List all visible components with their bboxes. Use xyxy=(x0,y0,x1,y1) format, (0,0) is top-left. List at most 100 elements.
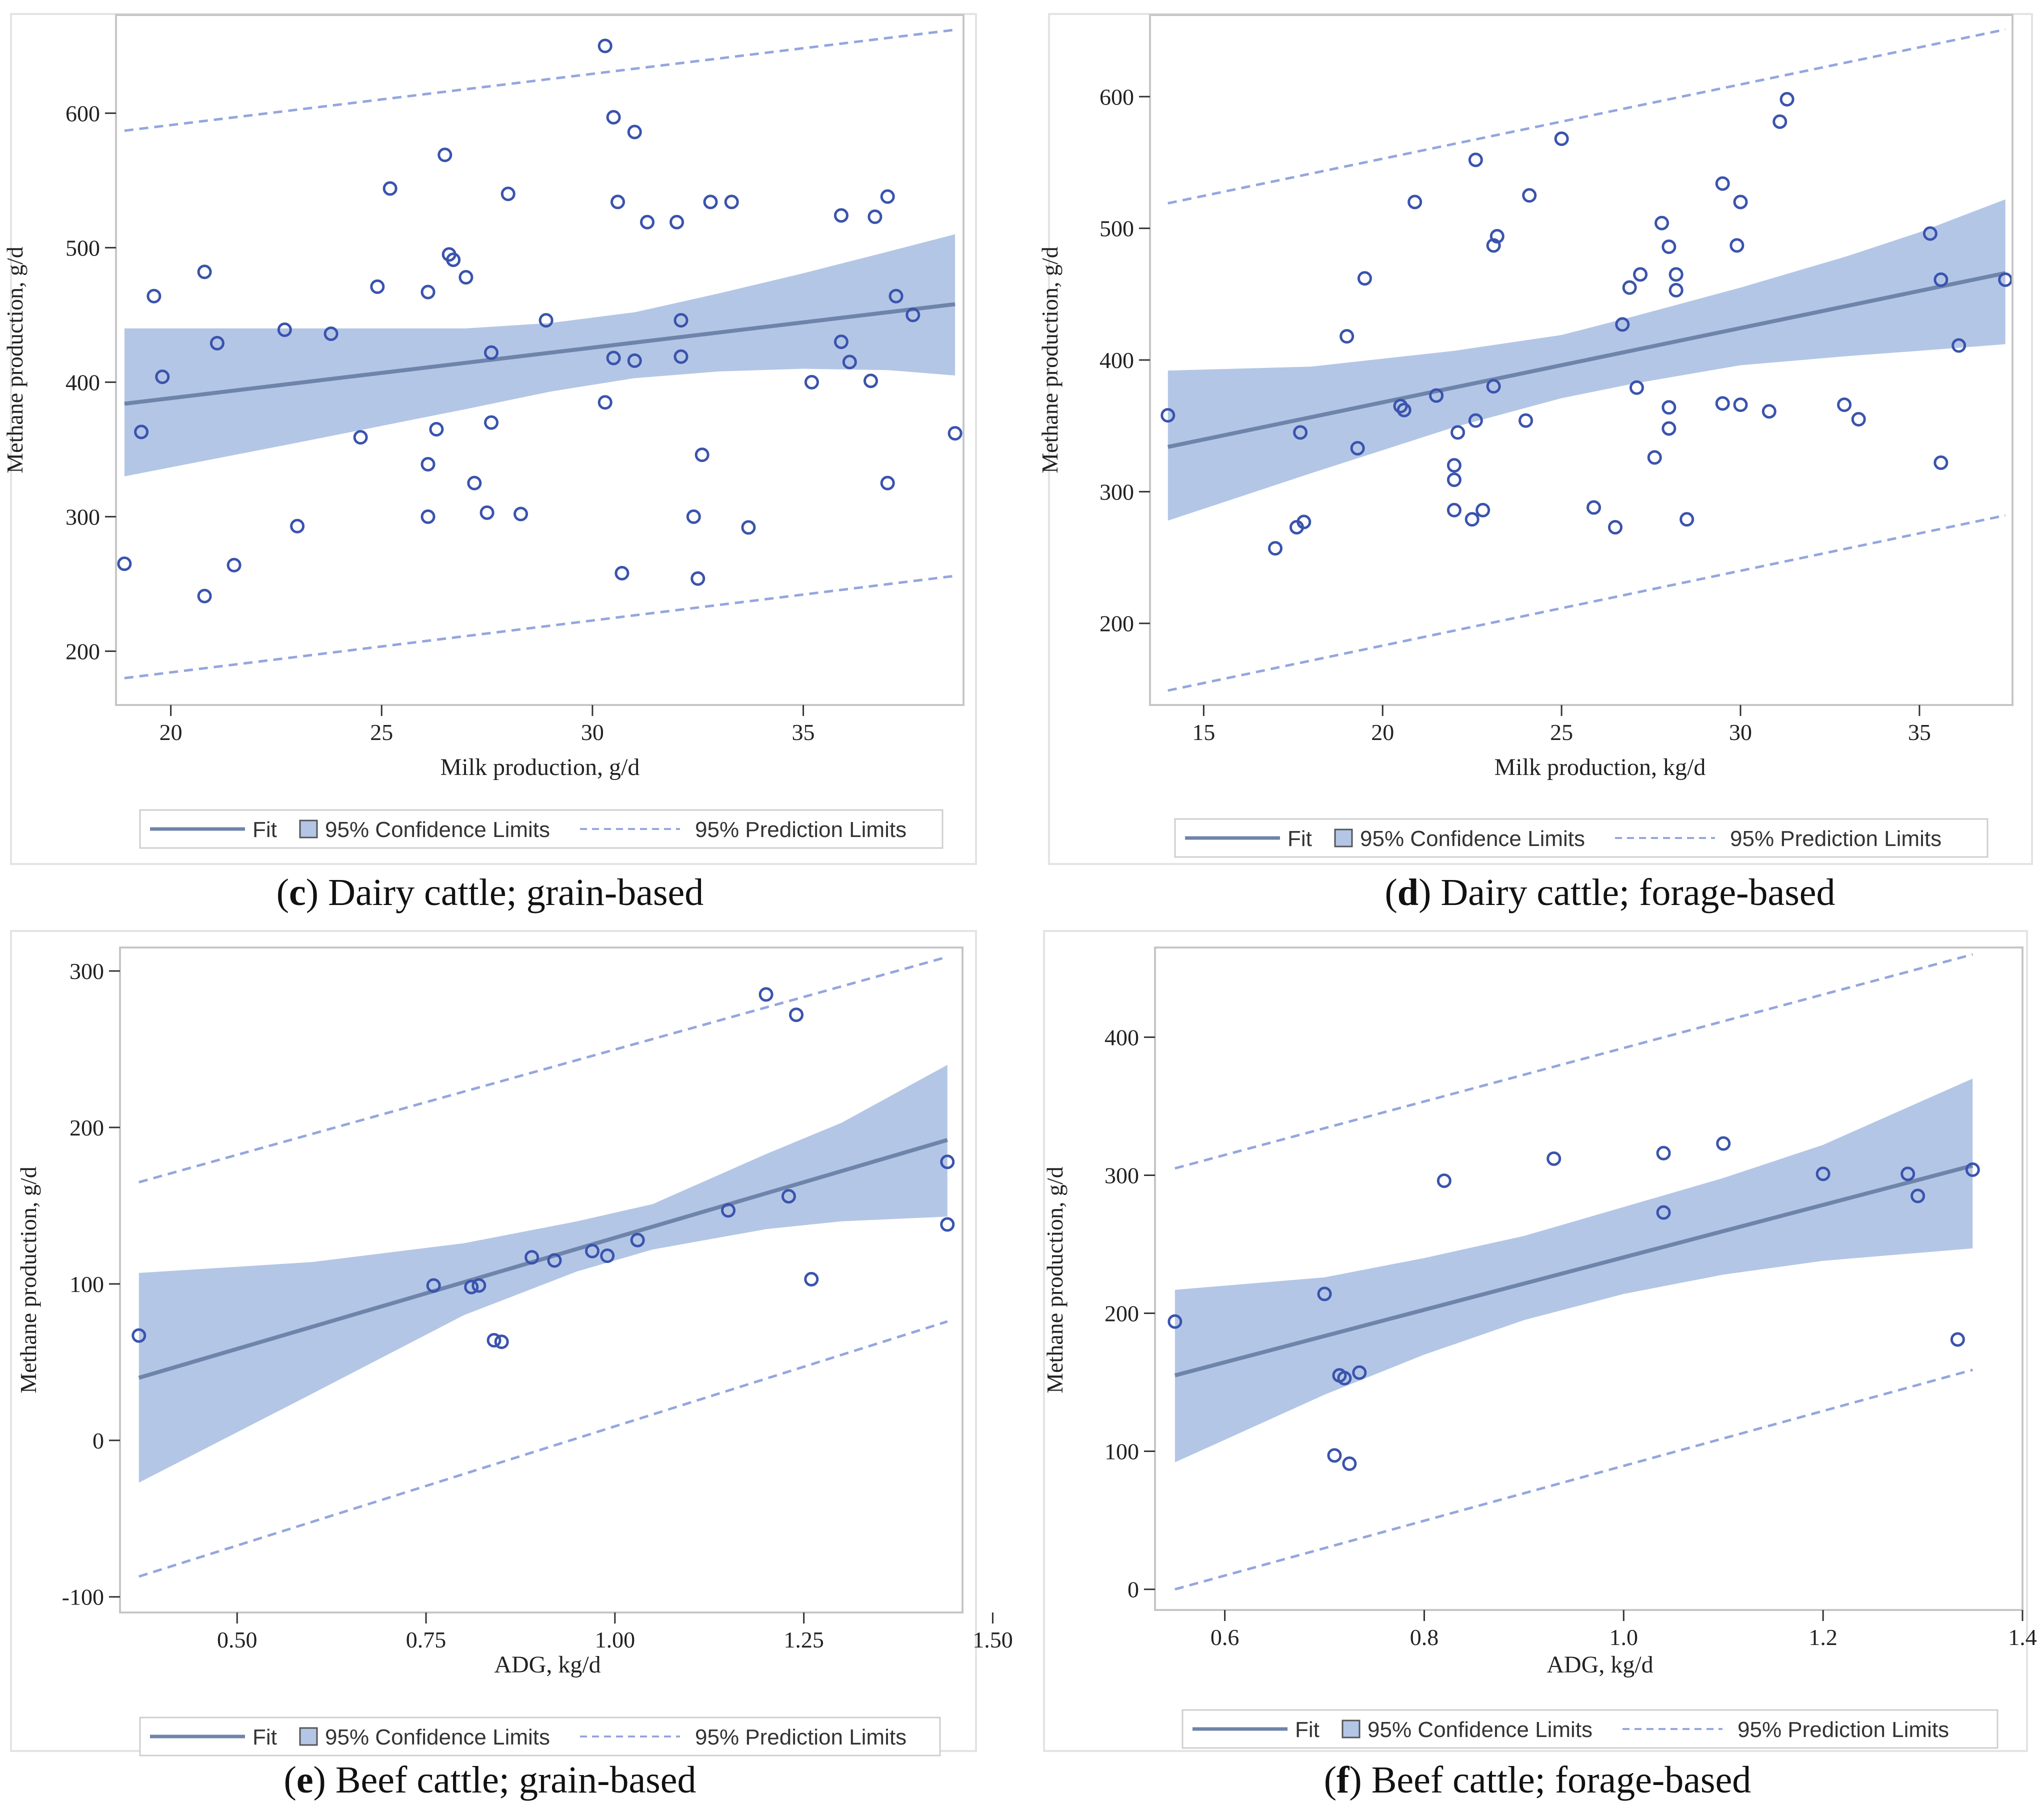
y-tick-label: 400 xyxy=(1104,1024,1139,1050)
data-point xyxy=(1490,228,1504,244)
data-point xyxy=(1352,1365,1367,1380)
legend-prediction-label: 95% Prediction Limits xyxy=(1730,826,1942,851)
confidence-band xyxy=(138,1064,948,1483)
legend-box xyxy=(139,809,944,849)
data-point xyxy=(1716,1136,1731,1151)
data-point xyxy=(277,322,292,337)
y-tick-label: 300 xyxy=(70,958,104,984)
legend-confidence-label: 95% Confidence Limits xyxy=(1368,1718,1592,1742)
data-point xyxy=(1340,329,1354,344)
data-point xyxy=(1350,440,1365,456)
data-point xyxy=(606,110,621,124)
data-point xyxy=(1934,455,1948,470)
data-point xyxy=(484,415,499,430)
data-point xyxy=(117,556,132,572)
y-tick-label: 200 xyxy=(70,1115,104,1140)
data-point xyxy=(1296,514,1312,530)
data-point xyxy=(155,370,170,384)
data-point xyxy=(1633,267,1648,282)
legend-confidence-swatch xyxy=(1342,1720,1360,1738)
y-axis-label: Methane production, g/d xyxy=(1037,246,1062,474)
legend-fit-label: Fit xyxy=(252,1725,277,1750)
data-point xyxy=(758,987,774,1002)
data-point xyxy=(674,349,688,364)
fit-line xyxy=(1167,271,2006,449)
data-point xyxy=(1965,1162,1980,1177)
data-point xyxy=(1446,502,1462,518)
x-tick-label: 35 xyxy=(1908,720,1931,745)
y-tick-label: 400 xyxy=(66,370,100,395)
data-point xyxy=(458,270,474,285)
data-point xyxy=(1668,267,1684,282)
caption-close-paren: ) xyxy=(1349,1759,1362,1801)
data-point xyxy=(210,336,224,350)
x-tick-label: 0.8 xyxy=(1410,1624,1439,1650)
data-point xyxy=(1668,282,1684,298)
data-point xyxy=(627,353,642,368)
caption-text: Dairy cattle; forage-based xyxy=(1431,872,1835,914)
x-tick-label: 0.75 xyxy=(406,1627,446,1652)
caption-text: Beef cattle; grain-based xyxy=(326,1759,696,1801)
prediction-limit-lower xyxy=(138,1320,948,1578)
data-point xyxy=(1656,1205,1671,1220)
data-point xyxy=(880,189,895,204)
y-tick-label: 500 xyxy=(1100,216,1134,242)
x-tick-label: 20 xyxy=(1371,720,1394,745)
y-tick-label: 100 xyxy=(70,1272,104,1297)
data-point xyxy=(1629,380,1644,395)
data-point xyxy=(538,313,554,328)
data-point xyxy=(1615,317,1630,332)
data-point xyxy=(467,476,482,490)
data-point xyxy=(610,194,626,210)
data-point xyxy=(686,509,701,524)
data-point xyxy=(670,214,684,230)
data-point xyxy=(1396,402,1412,418)
legend-box xyxy=(1174,818,1988,858)
data-point xyxy=(630,1232,645,1248)
y-tick-label: 0 xyxy=(1128,1577,1139,1602)
chart-panel-f: 0.6 0.8 1.0 1.2 1.4 0 100 200 300 400 ADG, kg/d Met… xyxy=(1042,930,2037,1801)
y-tick-label: 300 xyxy=(1104,1162,1139,1188)
data-point xyxy=(1680,512,1694,527)
prediction-limit-lower xyxy=(1168,514,2006,692)
data-point xyxy=(1327,1448,1342,1463)
data-point xyxy=(721,1203,736,1218)
prediction-limit-upper xyxy=(138,956,948,1184)
data-point xyxy=(703,194,718,210)
data-point xyxy=(514,506,528,522)
fit-line xyxy=(124,302,956,406)
data-point xyxy=(640,214,655,230)
data-point xyxy=(940,1154,955,1170)
prediction-limit-lower xyxy=(124,574,956,680)
caption-letter: d xyxy=(1398,872,1418,914)
x-tick-label: 30 xyxy=(581,720,604,745)
x-axis-label: ADG, kg/d xyxy=(1546,1652,1653,1678)
legend-confidence-swatch xyxy=(299,1727,318,1746)
prediction-limit-upper xyxy=(1168,28,2006,205)
data-point xyxy=(1922,226,1938,241)
x-tick-label: 1.0 xyxy=(1610,1624,1638,1650)
chart-panel-d: 15 20 25 30 35 200 300 400 500 600 Milk production… xyxy=(1037,13,2033,914)
y-tick-label: 300 xyxy=(1100,479,1134,504)
chart-panel-c: 20 25 30 35 200 300 400 500 600 Milk production, … xyxy=(2,13,977,914)
y-tick-label: 500 xyxy=(66,235,100,260)
fit-line xyxy=(1174,1164,1974,1378)
x-tick-label: 0.6 xyxy=(1210,1624,1240,1650)
y-tick-label: 400 xyxy=(1100,348,1134,373)
y-axis-label: Methane production, g/d xyxy=(1042,1166,1068,1394)
data-point xyxy=(1446,472,1462,488)
caption-open-paren: ( xyxy=(276,872,289,914)
data-point xyxy=(694,448,710,462)
data-point xyxy=(486,1332,502,1348)
caption-open-paren: ( xyxy=(284,1759,296,1801)
data-point xyxy=(1486,379,1501,394)
x-tick-label: 1.4 xyxy=(2008,1624,2037,1650)
data-point xyxy=(789,1008,804,1022)
y-tick-label: 100 xyxy=(1104,1439,1139,1464)
data-point xyxy=(834,208,848,223)
x-tick-label: 1.50 xyxy=(972,1627,1013,1652)
data-point xyxy=(1762,404,1776,419)
data-point xyxy=(1450,425,1466,440)
data-point xyxy=(438,148,452,162)
data-point xyxy=(1662,400,1676,415)
